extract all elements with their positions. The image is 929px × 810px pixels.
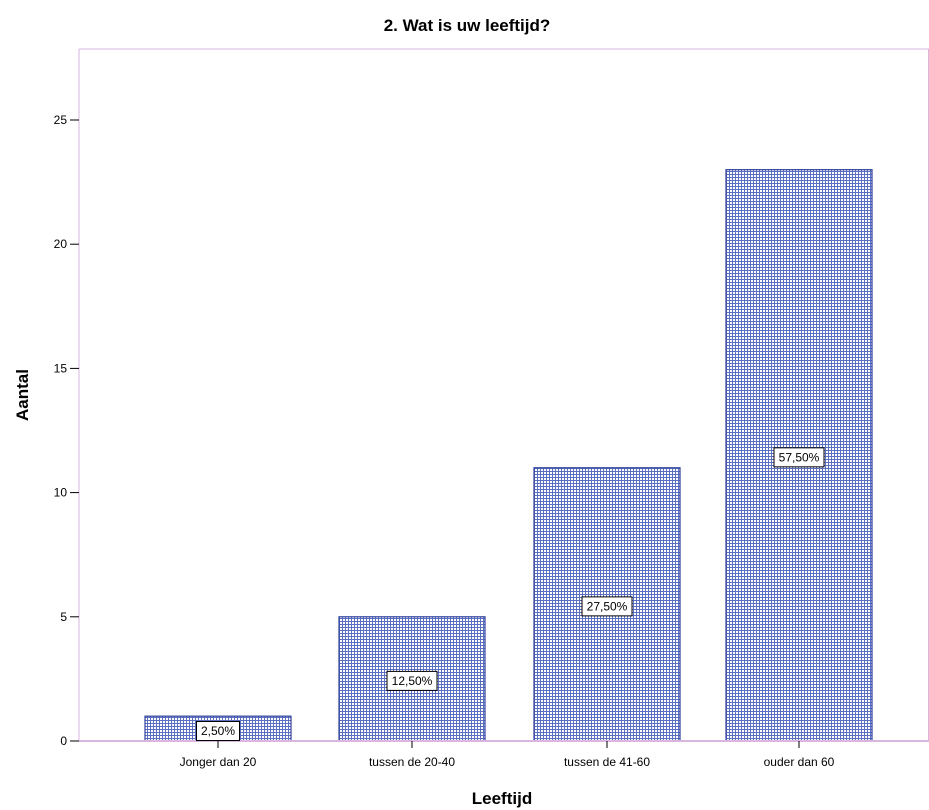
data-label: 12,50%: [392, 674, 433, 688]
data-labels: 2,50% 12,50% 27,50% 57,50%: [196, 447, 825, 741]
y-axis-ticks: 0 5 10 15 20 25: [54, 113, 79, 748]
x-tick-label: Jonger dan 20: [180, 755, 257, 769]
x-tick-label: tussen de 41-60: [564, 755, 650, 769]
data-label: 57,50%: [779, 450, 820, 464]
y-axis-title: Aantal: [13, 369, 32, 421]
x-tick-label: tussen de 20-40: [369, 755, 455, 769]
y-tick-label: 25: [54, 113, 68, 127]
y-tick-label: 0: [60, 734, 67, 748]
x-tick-label: ouder dan 60: [764, 755, 835, 769]
bars: [144, 169, 873, 742]
y-tick-label: 20: [54, 237, 68, 251]
chart-title: 2. Wat is uw leeftijd?: [384, 16, 551, 35]
data-label: 27,50%: [587, 599, 628, 613]
data-label-box: [581, 596, 633, 617]
x-axis-title: Leeftijd: [472, 789, 532, 808]
data-label-box: [196, 721, 240, 741]
data-label-box: [386, 670, 438, 691]
y-tick-label: 15: [54, 361, 68, 375]
x-axis-ticks: Jonger dan 20 tussen de 20-40 tussen de 41…: [180, 741, 835, 769]
y-tick-label: 10: [54, 486, 68, 500]
y-tick-label: 5: [60, 610, 67, 624]
data-label-box: [773, 447, 825, 468]
data-label: 2,50%: [201, 724, 235, 738]
